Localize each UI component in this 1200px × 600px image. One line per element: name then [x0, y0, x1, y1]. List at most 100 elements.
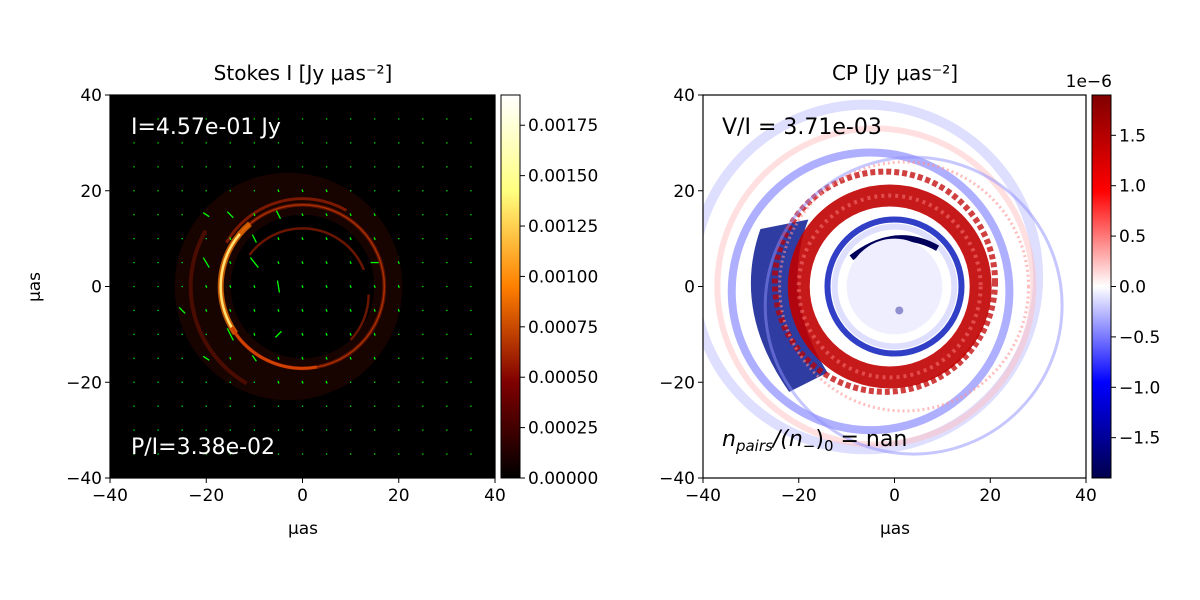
polarization-tick: [373, 308, 376, 312]
polarization-tick: [325, 261, 328, 265]
y-tick-label: 20: [80, 182, 102, 202]
polarization-tick: [325, 356, 328, 360]
colorbar-tick-label: 0.00175: [528, 116, 598, 136]
x-tick-label: 0: [297, 486, 308, 506]
colorbar-tick-label: −1.0: [1119, 378, 1160, 398]
y-tick-label: 40: [80, 86, 102, 106]
outer-swirl-red: [714, 125, 1037, 448]
right-vi-ratio-label: V/I = 3.71e-03: [722, 115, 882, 140]
colorbar-tick-label: 0.00100: [528, 267, 598, 287]
colorbar-tick-label: 0.0: [1119, 278, 1146, 298]
polarization-tick: [277, 189, 280, 193]
pairs-eq: = nan: [834, 427, 908, 452]
left-chart-title: Stokes I [Jy μas⁻²]: [214, 61, 393, 85]
secondary-arc: [235, 227, 370, 362]
x-tick-label: 40: [484, 486, 506, 506]
right-chart-title: CP [Jy μas⁻²]: [832, 61, 958, 85]
y-tick-label: 40: [673, 86, 695, 106]
polarization-tick: [205, 308, 208, 312]
polarization-tick: [202, 212, 210, 218]
polarization-tick: [301, 285, 304, 288]
polarization-tick: [349, 308, 352, 312]
right-pairs-ratio-label: npairs/(n−)0 = nan: [722, 427, 907, 455]
polarization-tick: [229, 261, 232, 265]
left-axes: −40 −20 0 20 40 −40 −20 0 20 40: [66, 86, 506, 506]
right-colorbar: [1091, 94, 1112, 479]
right-colorbar-offset-label: 1e−6: [1066, 72, 1112, 92]
polarization-tick: [229, 237, 232, 241]
y-tick-label: 0: [91, 278, 102, 298]
pairs-minus: −: [803, 437, 816, 455]
left-heatmap-image: [174, 172, 403, 401]
polarization-tick: [226, 328, 234, 341]
center-pale: [846, 238, 943, 335]
thin-red-ring: [778, 160, 1031, 413]
polarization-tick: [301, 261, 304, 265]
polarization-tick: [178, 306, 186, 314]
polarization-tick: [397, 285, 400, 288]
colorbar-tick-label: 0.00025: [528, 419, 598, 439]
polarization-tick: [277, 380, 280, 384]
polarization-tick: [251, 354, 257, 362]
colorbar-tick-label: 1.0: [1119, 177, 1146, 197]
polarization-tick: [349, 332, 352, 336]
colorbar-tick-label: 0.00150: [528, 167, 598, 187]
polarization-tick: [325, 237, 328, 241]
outer-swirl: [703, 99, 1044, 455]
left-plot-area: [110, 95, 495, 478]
polarization-tick: [301, 189, 304, 193]
polarization-tick: [301, 332, 304, 336]
left-colorbar: [500, 94, 521, 479]
polarization-tick: [301, 380, 304, 384]
left-colorbar-ticks: 0.00000 0.00025 0.00050 0.00075 0.00100 0.001…: [520, 116, 598, 489]
polarization-tick: [349, 237, 352, 241]
polarization-tick: [301, 356, 304, 360]
x-tick-label: −20: [781, 486, 817, 506]
colorbar-tick-label: 0.5: [1119, 227, 1146, 247]
polarization-tick: [373, 356, 376, 360]
center-spot: [895, 306, 904, 315]
polarization-tick: [275, 210, 282, 219]
blue-region-left: [750, 219, 828, 392]
left-y-axis-label: μas: [25, 272, 45, 302]
polarization-tick: [397, 308, 400, 312]
red-ring-noise: [796, 193, 983, 380]
polarization-tick: [277, 308, 280, 312]
y-tick-label: −40: [66, 469, 102, 489]
right-colorbar-ticks: −1.5 −1.0 −0.5 0.0 0.5 1.0 1.5: [1111, 126, 1160, 449]
polarization-tick: [325, 380, 328, 384]
y-tick-label: 0: [684, 278, 695, 298]
polarization-tick: [373, 332, 376, 336]
dark-blue-arc: [849, 235, 940, 261]
polarization-tick: [253, 213, 256, 217]
polarization-tick: [249, 257, 259, 268]
mid-swirl-blue: [727, 148, 1014, 435]
polarization-tick: [253, 308, 256, 312]
polarization-tick: [349, 285, 352, 288]
polarization-tick: [349, 213, 352, 217]
left-total-flux-label: I=4.57e-01 Jy: [131, 115, 281, 140]
polarization-tick: [349, 356, 352, 360]
polarization-tick: [253, 285, 256, 288]
polarization-tick: [325, 308, 328, 312]
right-axes: −40 −20 0 20 40 −40 −20 0 20 40: [659, 86, 1097, 506]
polarization-tick: [301, 213, 304, 217]
polarization-tick: [325, 285, 328, 288]
left-x-axis-label: μas: [288, 519, 318, 539]
pairs-close: ): [815, 427, 824, 452]
polarization-tick: [229, 308, 232, 312]
y-tick-label: 20: [673, 182, 695, 202]
colorbar-tick-label: 0.00075: [528, 318, 598, 338]
crescent-upper: [225, 197, 348, 244]
crescent-lower: [230, 326, 317, 370]
x-tick-label: 0: [889, 486, 900, 506]
polarization-tick: [276, 280, 281, 293]
colorbar-tick-label: −1.5: [1119, 429, 1160, 449]
polarization-tick: [274, 330, 282, 338]
polarization-tick: [277, 356, 280, 360]
polarization-tick: [301, 237, 304, 241]
polarization-tick: [202, 355, 210, 361]
x-tick-label: 20: [388, 486, 410, 506]
crescent-bright: [219, 233, 241, 329]
polarization-tick: [253, 332, 256, 336]
